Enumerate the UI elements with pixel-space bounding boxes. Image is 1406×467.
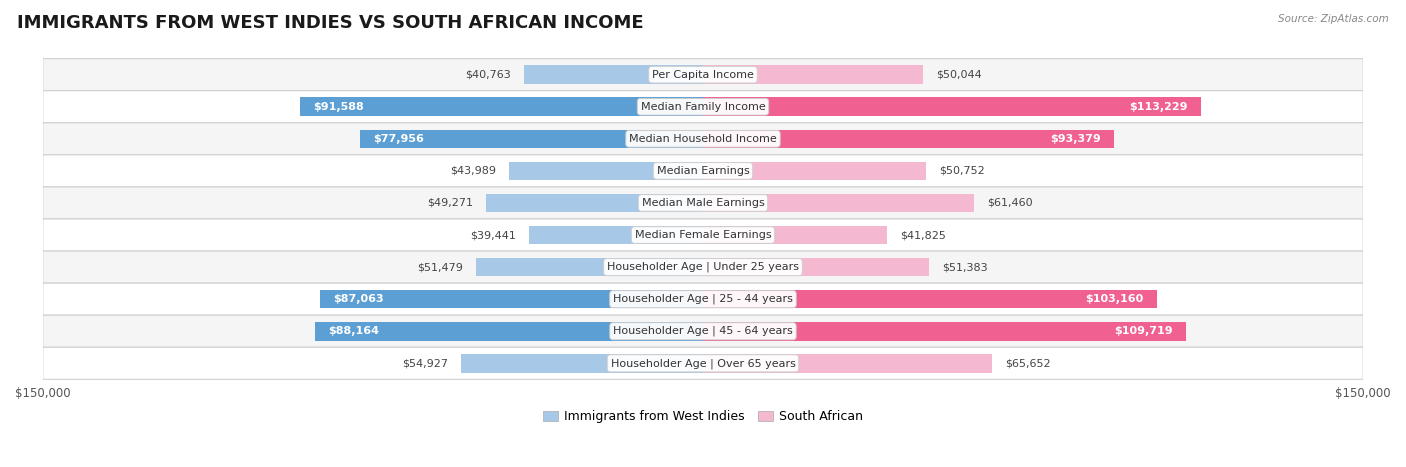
Bar	[315, 322, 703, 340]
Text: $87,063: $87,063	[333, 294, 384, 304]
Bar	[703, 129, 1114, 148]
Bar	[703, 65, 924, 84]
Text: Householder Age | 45 - 64 years: Householder Age | 45 - 64 years	[613, 326, 793, 337]
Text: $103,160: $103,160	[1085, 294, 1144, 304]
Bar	[360, 129, 703, 148]
Legend: Immigrants from West Indies, South African: Immigrants from West Indies, South Afric…	[543, 410, 863, 423]
FancyBboxPatch shape	[42, 187, 1364, 219]
FancyBboxPatch shape	[42, 315, 1364, 347]
Text: $65,652: $65,652	[1005, 358, 1050, 368]
FancyBboxPatch shape	[42, 347, 1364, 379]
Text: $50,752: $50,752	[939, 166, 986, 176]
Text: $51,479: $51,479	[418, 262, 463, 272]
FancyBboxPatch shape	[42, 155, 1364, 187]
Text: IMMIGRANTS FROM WEST INDIES VS SOUTH AFRICAN INCOME: IMMIGRANTS FROM WEST INDIES VS SOUTH AFR…	[17, 14, 644, 32]
Bar	[523, 65, 703, 84]
Text: Householder Age | 25 - 44 years: Householder Age | 25 - 44 years	[613, 294, 793, 304]
Text: $40,763: $40,763	[464, 70, 510, 80]
Text: Median Earnings: Median Earnings	[657, 166, 749, 176]
Text: Householder Age | Under 25 years: Householder Age | Under 25 years	[607, 262, 799, 272]
Bar	[486, 194, 703, 212]
Bar	[703, 290, 1157, 309]
Text: $109,719: $109,719	[1114, 326, 1173, 336]
Bar	[509, 162, 703, 180]
Bar	[703, 322, 1185, 340]
Text: $39,441: $39,441	[471, 230, 516, 240]
FancyBboxPatch shape	[42, 251, 1364, 283]
Text: $54,927: $54,927	[402, 358, 449, 368]
Text: $61,460: $61,460	[987, 198, 1032, 208]
Bar	[319, 290, 703, 309]
Text: $43,989: $43,989	[450, 166, 496, 176]
FancyBboxPatch shape	[42, 219, 1364, 251]
Bar	[703, 226, 887, 244]
Bar	[703, 194, 973, 212]
Bar	[703, 98, 1201, 116]
Text: $91,588: $91,588	[314, 102, 364, 112]
Bar	[477, 258, 703, 276]
Bar	[703, 354, 993, 373]
Text: Per Capita Income: Per Capita Income	[652, 70, 754, 80]
Text: Median Family Income: Median Family Income	[641, 102, 765, 112]
FancyBboxPatch shape	[42, 123, 1364, 155]
Text: Householder Age | Over 65 years: Householder Age | Over 65 years	[610, 358, 796, 368]
FancyBboxPatch shape	[42, 91, 1364, 123]
Bar	[530, 226, 703, 244]
Bar	[461, 354, 703, 373]
Text: Median Male Earnings: Median Male Earnings	[641, 198, 765, 208]
Text: Source: ZipAtlas.com: Source: ZipAtlas.com	[1278, 14, 1389, 24]
Text: Median Female Earnings: Median Female Earnings	[634, 230, 772, 240]
Text: $77,956: $77,956	[373, 134, 425, 144]
Text: $49,271: $49,271	[427, 198, 472, 208]
FancyBboxPatch shape	[42, 59, 1364, 91]
Bar	[703, 258, 929, 276]
Text: $41,825: $41,825	[900, 230, 946, 240]
Text: $50,044: $50,044	[936, 70, 983, 80]
Text: $113,229: $113,229	[1129, 102, 1188, 112]
Bar	[299, 98, 703, 116]
FancyBboxPatch shape	[42, 283, 1364, 315]
Text: $51,383: $51,383	[942, 262, 988, 272]
Text: $88,164: $88,164	[328, 326, 380, 336]
Bar	[703, 162, 927, 180]
Text: $93,379: $93,379	[1050, 134, 1101, 144]
Text: Median Household Income: Median Household Income	[628, 134, 778, 144]
